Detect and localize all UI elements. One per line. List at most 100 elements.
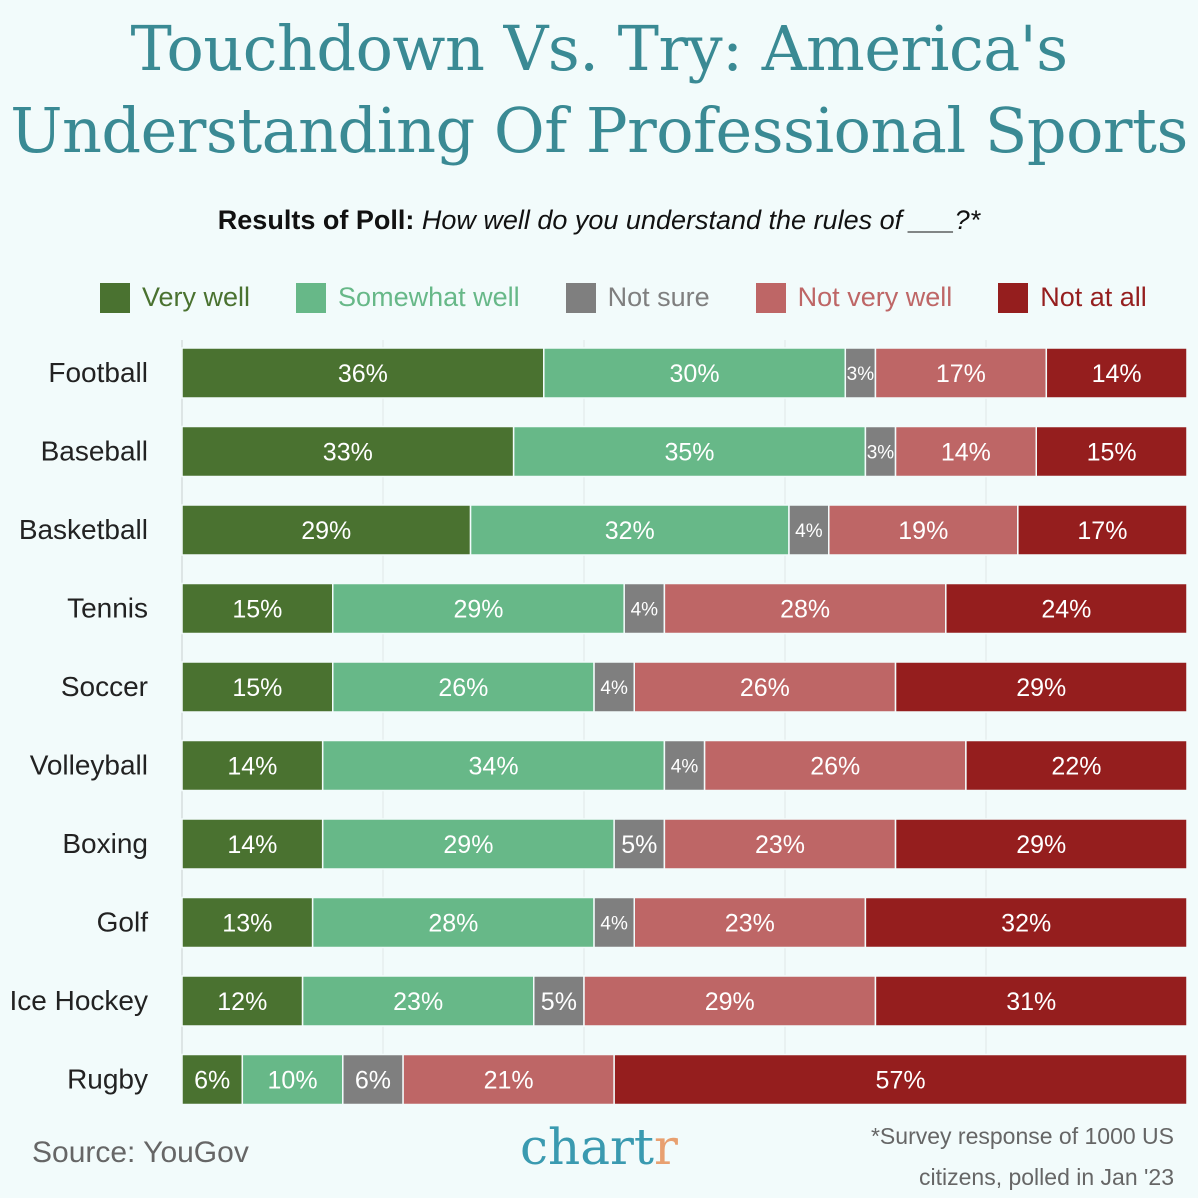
data-label: 35% [665,439,715,467]
legend-label: Not very well [797,282,953,312]
data-label: 17% [936,360,986,388]
bar-segment [301,975,535,1027]
bar-segment [633,661,897,713]
legend-swatch [565,282,596,313]
data-label: 19% [898,517,948,545]
legend-label: Very well [142,282,251,312]
bar-segment [181,504,472,556]
bar-segment [894,661,1188,713]
bar-segment [633,896,867,949]
legend-swatch [296,282,327,313]
bar-segment [543,347,847,399]
data-label: 4% [600,913,628,934]
bar-segment [332,661,595,713]
bar-segment [663,739,706,792]
legend-item: Not at all [998,282,1147,313]
bar-segment [512,425,867,478]
legend-item: Somewhat well [296,282,520,313]
legend-label: Not at all [1040,282,1147,312]
data-label: 34% [469,753,519,781]
data-label: 14% [1092,360,1142,388]
category-label: Football [48,357,148,388]
data-label: 23% [755,831,805,859]
bar-segment [613,1053,1188,1106]
category-label: Golf [97,907,149,938]
bar-segment [321,818,615,870]
legend-label: Not sure [607,282,710,312]
data-label: 10% [268,1067,318,1095]
data-label: 29% [705,988,755,1016]
category-label: Baseball [41,436,148,467]
legend-item: Not sure [565,282,710,313]
bar-segment [593,896,635,949]
data-label: 57% [876,1067,926,1095]
data-label: 14% [227,831,277,859]
subtitle-question: How well do you understand the rules of … [421,205,981,235]
data-label: 15% [232,674,282,702]
footnote: *Survey response of 1000 US citizens, pol… [871,1116,1174,1198]
data-label: 5% [621,831,657,859]
category-label: Soccer [61,671,148,702]
footnote-line-1: *Survey response of 1000 US [870,1123,1174,1149]
bar-segment [663,818,897,870]
bar-segment [788,504,830,556]
bar-segment [894,425,1037,478]
data-label: 6% [355,1067,391,1095]
bar-segment [945,582,1188,635]
data-label: 23% [725,910,775,938]
source: Source: YouGov [32,1136,249,1169]
data-label: 36% [338,360,388,388]
bar-segment [623,582,666,635]
data-label: 17% [1077,517,1127,545]
title-line-1: Touchdown Vs. Try: America's [130,12,1068,85]
data-label: 31% [1006,988,1056,1016]
data-label: 6% [194,1067,230,1095]
subtitle-bold: Results of Poll: [217,205,415,235]
legend-swatch [998,282,1029,313]
data-label: 3% [847,364,875,385]
bar-segment [874,975,1188,1027]
data-label: 26% [438,674,488,702]
data-label: 15% [232,596,282,624]
logo-text: chart [520,1118,655,1176]
bar-segment [181,896,314,949]
bar-segment [593,661,635,713]
data-label: 14% [227,753,277,781]
data-label: 13% [222,910,272,938]
data-label: 29% [453,596,503,624]
bar-segment [1017,504,1188,556]
data-label: 28% [428,910,478,938]
category-label: Rugby [67,1064,148,1095]
bar-segment [321,739,666,792]
data-label: 21% [484,1067,534,1095]
data-label: 12% [217,988,267,1016]
stacked-bar-chart: Football 36% 30% 3% 17% 14% Baseball 33% 35% 3% 14… [10,340,1188,1106]
title-line-2: Understanding Of Professional Sports [10,94,1188,167]
category-label: Tennis [67,593,148,624]
bar-segment [533,975,585,1027]
bar-segment [965,739,1188,792]
bar-segment [894,818,1188,870]
data-label: 29% [443,831,493,859]
category-label: Ice Hockey [10,985,149,1016]
data-label: 14% [941,439,991,467]
legend-item: Very well [100,282,250,313]
data-label: 29% [301,517,351,545]
data-label: 28% [780,596,830,624]
data-label: 32% [1001,910,1051,938]
bar-segment [844,347,877,399]
data-label: 24% [1041,596,1091,624]
bar-segment [583,975,877,1027]
bar-segment [703,739,967,792]
bar-segment [241,1053,344,1106]
data-label: 22% [1051,753,1101,781]
category-label: Boxing [62,828,148,859]
data-label: 3% [867,442,895,463]
bar-segment [181,425,515,478]
data-label: 5% [541,988,577,1016]
bar-segment [332,582,625,635]
bar-segment [181,739,324,792]
footnote-line-2: citizens, polled in Jan '23 [919,1164,1174,1190]
subtitle: Results of Poll: How well do you underst… [0,205,1198,236]
